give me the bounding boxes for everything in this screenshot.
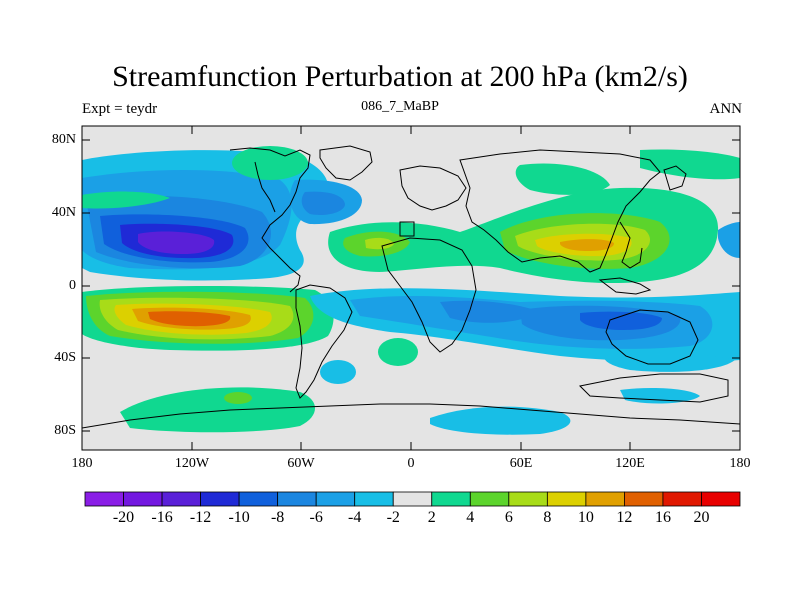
colorbar-label: 16: [654, 509, 671, 526]
positive-anomaly-south-pacific: [82, 286, 334, 351]
colorbar-label: 8: [543, 509, 552, 526]
colorbar-swatch: [701, 491, 741, 507]
colorbar-swatch: [354, 491, 394, 507]
negative-south-east: [620, 388, 700, 404]
colorbar-label: 4: [466, 509, 475, 526]
colorbar-swatch: [546, 491, 587, 507]
negative-anomaly-north-atlantic: [290, 179, 362, 225]
season-label: ANN: [709, 101, 743, 117]
lon-label-120e: 120E: [615, 456, 645, 471]
colorbar-swatch: [123, 491, 163, 507]
lat-label-40s: 40S: [54, 350, 76, 365]
colorbar-label: -4: [348, 509, 362, 526]
case-label: 086_7_MaBP: [361, 99, 439, 114]
lat-label-eq: 0: [69, 278, 76, 293]
negative-anomaly-south-band: [310, 288, 740, 363]
colorbar-swatch: [585, 491, 625, 507]
lat-label-80s: 80S: [54, 423, 76, 438]
lat-label-40n: 40N: [51, 205, 76, 220]
colorbar-label: -20: [112, 509, 135, 526]
lon-label-120w: 120W: [174, 456, 210, 471]
axis-ticks: [82, 126, 740, 450]
negative-south-indian: [604, 352, 735, 372]
colorbar-label: -8: [270, 509, 285, 526]
colorbar-label: 6: [504, 509, 513, 526]
lon-label-60w: 60W: [287, 456, 315, 471]
colorbar-label: -16: [151, 509, 173, 526]
positive-anomaly-asia: [328, 187, 719, 284]
colorbar-label: -10: [228, 509, 250, 526]
colorbar-label: -2: [386, 509, 400, 526]
colorbar-swatch: [277, 491, 317, 507]
colorbar-label: 12: [616, 509, 633, 526]
colorbar-swatch: [624, 491, 664, 507]
colorbar-label: 2: [427, 509, 436, 526]
colorbar-label: -6: [309, 509, 323, 526]
colorbar-swatch: [200, 491, 240, 507]
colorbar-label: -12: [189, 509, 212, 526]
colorbar-swatch: [469, 491, 510, 507]
colorbar-swatch: [392, 491, 433, 507]
colorbar-swatch: [84, 491, 124, 507]
colorbar-label: 20: [693, 509, 710, 526]
experiment-label: Expt = teydr: [82, 101, 158, 117]
colorbar-swatch: [238, 491, 279, 507]
map-title: Streamfunction Perturbation at 200 hPa (…: [112, 60, 688, 93]
colorbar: [84, 491, 741, 507]
colorbar-label: 10: [577, 509, 594, 526]
negative-anomaly-east-edge: [718, 222, 740, 258]
colorbar-swatch: [508, 491, 548, 507]
colorbar-swatch: [315, 491, 356, 507]
contour-field: [82, 126, 740, 450]
lon-label-0: 0: [407, 456, 415, 471]
lon-label-60e: 60E: [509, 456, 533, 471]
colorbar-swatch: [662, 491, 702, 507]
lon-label-180w: 180: [71, 456, 93, 471]
positive-small-lobe: [378, 338, 418, 366]
lon-label-180e: 180: [729, 456, 751, 471]
colorbar-swatch: [161, 491, 201, 507]
negative-small-lobe: [320, 360, 356, 384]
negative-antarctic: [430, 406, 571, 435]
positive-anomaly-south-high-lat: [120, 387, 315, 433]
lat-label-80n: 80N: [51, 132, 76, 147]
colorbar-swatch: [431, 491, 471, 507]
coastlines: [82, 145, 740, 429]
